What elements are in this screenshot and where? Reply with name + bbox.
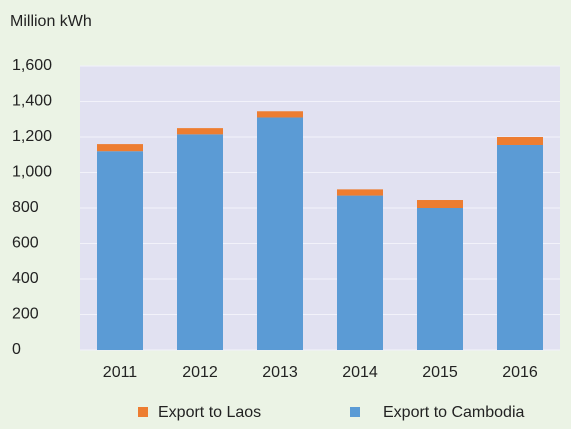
y-tick-label: 0 [12,341,21,358]
x-tick-label: 2016 [502,364,538,381]
x-tick-label: 2013 [262,364,298,381]
legend-swatch [138,407,148,417]
bar-segment [337,189,383,196]
bar-segment [257,111,303,118]
x-tick-label: 2011 [103,364,138,381]
x-tick-label: 2015 [422,364,458,381]
y-axis-label: Million kWh [10,13,92,30]
bar-segment [497,144,543,350]
y-tick-label: 200 [12,306,39,323]
bar-segment [417,200,463,208]
y-tick-label: 1,600 [12,57,52,74]
legend-swatch [350,407,360,417]
y-tick-label: 1,000 [12,164,52,181]
bar-segment [497,137,543,145]
bar-segment [97,151,143,350]
y-tick-label: 1,200 [12,128,52,145]
x-tick-label: 2014 [342,364,378,381]
legend-label: Export to Laos [158,404,261,421]
bar-segment [417,208,463,350]
x-tick-label: 2012 [182,364,218,381]
bar-segment [257,117,303,350]
y-tick-label: 600 [12,235,39,252]
y-tick-label: 800 [12,199,39,216]
bar-segment [337,195,383,350]
y-tick-label: 1,400 [12,93,52,110]
legend-label: Export to Cambodia [383,404,525,421]
bar-segment [97,144,143,152]
y-tick-label: 400 [12,270,39,287]
bar-segment [177,128,223,135]
bar-segment [177,134,223,350]
